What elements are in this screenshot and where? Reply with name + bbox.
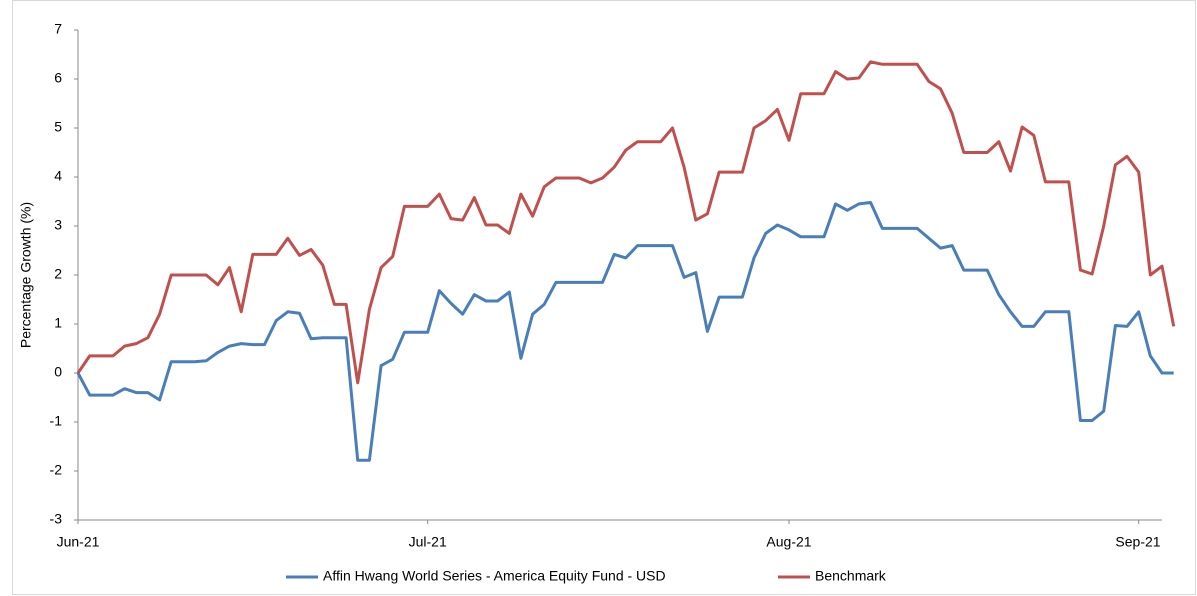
y-axis-label: Percentage Growth (%) xyxy=(18,202,34,348)
y-tick-label: 6 xyxy=(54,70,62,86)
y-tick-label: 5 xyxy=(54,119,62,135)
y-tick-label: 3 xyxy=(54,217,62,233)
x-tick-label: Sep-21 xyxy=(1115,534,1160,550)
y-tick-label: -1 xyxy=(50,413,63,429)
x-tick-label: Jun-21 xyxy=(57,534,100,550)
y-tick-label: 4 xyxy=(54,168,62,184)
line-series xyxy=(76,201,1174,462)
x-tick-label: Aug-21 xyxy=(766,534,811,550)
y-tick-label: -3 xyxy=(50,511,63,527)
legend-label: Benchmark xyxy=(815,568,887,584)
y-tick-label: 0 xyxy=(54,364,62,380)
y-tick-label: 7 xyxy=(54,21,62,37)
y-tick-label: 1 xyxy=(54,315,62,331)
chart-border xyxy=(12,0,1196,595)
line-series xyxy=(76,60,1176,385)
y-tick-label: -2 xyxy=(50,462,63,478)
x-tick-label: Jul-21 xyxy=(409,534,447,550)
legend-label: Affin Hwang World Series - America Equit… xyxy=(323,568,666,584)
y-tick-label: 2 xyxy=(54,266,62,282)
